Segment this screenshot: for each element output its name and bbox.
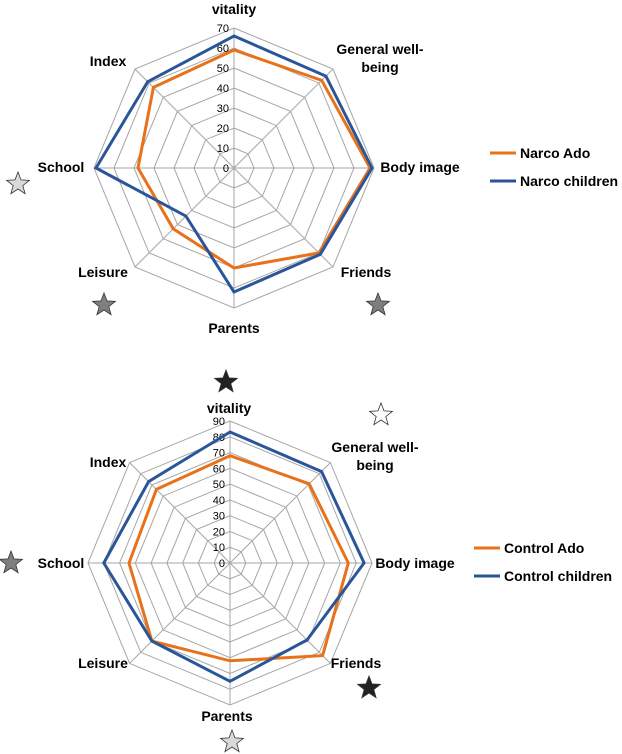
tick-label: 0: [219, 558, 225, 570]
radar-chart-narco: 0 10 20 30 40 50 60 70 vitality General well-bein…: [5, 1, 618, 336]
spoke-1: [229, 462, 331, 564]
category-label: School: [38, 159, 85, 175]
legend-label: Control children: [504, 568, 612, 584]
tick-label: 10: [217, 143, 229, 155]
spoke-1: [233, 68, 334, 169]
significance-star-icon: [91, 291, 117, 316]
tick-label: 90: [213, 416, 225, 428]
significance-star-icon: [213, 368, 239, 393]
tick-label: 30: [213, 511, 225, 523]
category-label: vitality: [207, 400, 252, 416]
spoke-3: [229, 562, 331, 664]
category-label: Body image: [375, 555, 455, 571]
category-label: General well-being: [331, 439, 418, 473]
spoke-7: [134, 68, 235, 169]
legend-label: Narco children: [520, 173, 618, 189]
category-label: School: [38, 555, 85, 571]
series-line-ado: [127, 454, 350, 663]
tick-label: 70: [213, 448, 225, 460]
tick-label: 10: [213, 542, 225, 554]
significance-star-icon: [5, 170, 31, 195]
category-label: General well-being: [336, 41, 423, 75]
significance-star-icon: [365, 291, 391, 316]
legend-label: Narco Ado: [520, 145, 590, 161]
spoke-5: [129, 562, 231, 664]
spoke-5: [134, 167, 235, 268]
category-label: Body image: [380, 159, 460, 175]
significance-star-icon: [219, 728, 245, 753]
category-label: Leisure: [78, 264, 128, 280]
category-label: Index: [90, 53, 127, 69]
category-label: Friends: [331, 655, 382, 671]
tick-label: 60: [217, 43, 229, 55]
tick-label: 20: [213, 526, 225, 538]
tick-label: 70: [217, 23, 229, 35]
tick-label: 40: [217, 83, 229, 95]
tick-label: 30: [217, 103, 229, 115]
category-label: vitality: [212, 1, 257, 17]
tick-label: 40: [213, 495, 225, 507]
tick-label: 60: [213, 463, 225, 475]
legend-label: Control Ado: [504, 540, 584, 556]
tick-label: 50: [217, 63, 229, 75]
spoke-3: [233, 167, 334, 268]
series-line-ado: [136, 48, 372, 270]
category-label: Index: [90, 454, 127, 470]
series-line-children: [102, 430, 366, 683]
significance-star-icon: [368, 401, 394, 426]
tick-label: 20: [217, 123, 229, 135]
category-label: Friends: [341, 264, 392, 280]
spoke-7: [129, 462, 231, 564]
significance-star-icon: [0, 549, 24, 574]
series-line-children: [93, 34, 374, 294]
category-label: Leisure: [78, 655, 128, 671]
significance-star-icon: [356, 674, 382, 699]
category-label: Parents: [201, 708, 253, 724]
tick-label: 50: [213, 479, 225, 491]
tick-label: 0: [223, 163, 229, 175]
category-label: Parents: [208, 320, 260, 336]
